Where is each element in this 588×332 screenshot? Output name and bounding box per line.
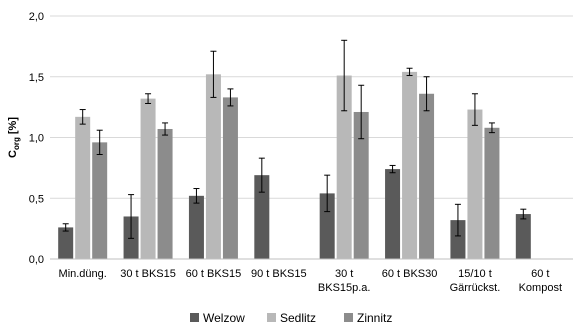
legend: Welzow Sedlitz Zinnitz (190, 311, 392, 325)
bar-welzow (515, 214, 531, 259)
y-axis-label-main: C (7, 150, 19, 158)
bar-zinnitz (157, 128, 173, 259)
x-tick-label: 30 t (335, 268, 353, 280)
legend-label-zinnitz: Zinnitz (357, 311, 392, 325)
x-tick-label: 90 t BKS15 (251, 268, 307, 280)
legend-label-welzow: Welzow (203, 311, 245, 325)
bar-welzow (254, 175, 270, 259)
x-tick-label: 60 t (531, 268, 549, 280)
bar-zinnitz (222, 97, 238, 259)
bar-welzow (385, 169, 401, 259)
bar-zinnitz (484, 127, 500, 259)
x-tick-label: Kompost (519, 282, 562, 294)
bar-zinnitz (419, 93, 435, 259)
x-tick-label: 15/10 t (458, 268, 492, 280)
y-tick-label: 1,5 (29, 72, 44, 84)
y-tick-label: 0,0 (29, 254, 44, 266)
bar-zinnitz (92, 142, 108, 259)
bar-sedlitz (140, 98, 156, 260)
bar-welzow (58, 227, 74, 259)
x-tick-label: BKS15p.a. (318, 282, 371, 294)
bar-welzow (450, 220, 466, 259)
x-tick-label: Min.düng. (59, 268, 107, 280)
legend-label-sedlitz: Sedlitz (280, 311, 316, 325)
x-tick-label: 60 t BKS30 (382, 268, 438, 280)
x-axis-ticks: Min.düng. 30 t BKS15 60 t BKS15 90 t BKS15 3… (59, 268, 562, 294)
x-tick-label: Gärrückst. (450, 282, 501, 294)
y-tick-label: 2,0 (29, 11, 44, 23)
y-axis-label-subscript: org (12, 137, 21, 150)
bar-welzow (319, 193, 335, 259)
legend-swatch-zinnitz (344, 313, 353, 322)
legend-swatch-welzow (190, 313, 199, 322)
error-bars (62, 39, 527, 239)
y-tick-label: 0,5 (29, 193, 44, 205)
bar-sedlitz (467, 109, 483, 260)
legend-swatch-sedlitz (267, 313, 276, 322)
bar-sedlitz (205, 74, 221, 259)
bar-sedlitz (75, 116, 91, 259)
bars (58, 71, 531, 260)
x-tick-label: 30 t BKS15 (120, 268, 176, 280)
y-axis-ticks: 0,0 0,5 1,0 1,5 2,0 (29, 11, 44, 266)
bar-welzow (188, 195, 204, 259)
y-axis-label-unit: [%] (7, 117, 19, 138)
y-axis-label: Corg [%] (7, 117, 21, 158)
y-tick-label: 1,0 (29, 133, 44, 145)
bar-sedlitz (402, 71, 418, 259)
bar-sedlitz (336, 75, 352, 259)
x-tick-label: 60 t BKS15 (186, 268, 242, 280)
bar-zinnitz (353, 111, 369, 259)
